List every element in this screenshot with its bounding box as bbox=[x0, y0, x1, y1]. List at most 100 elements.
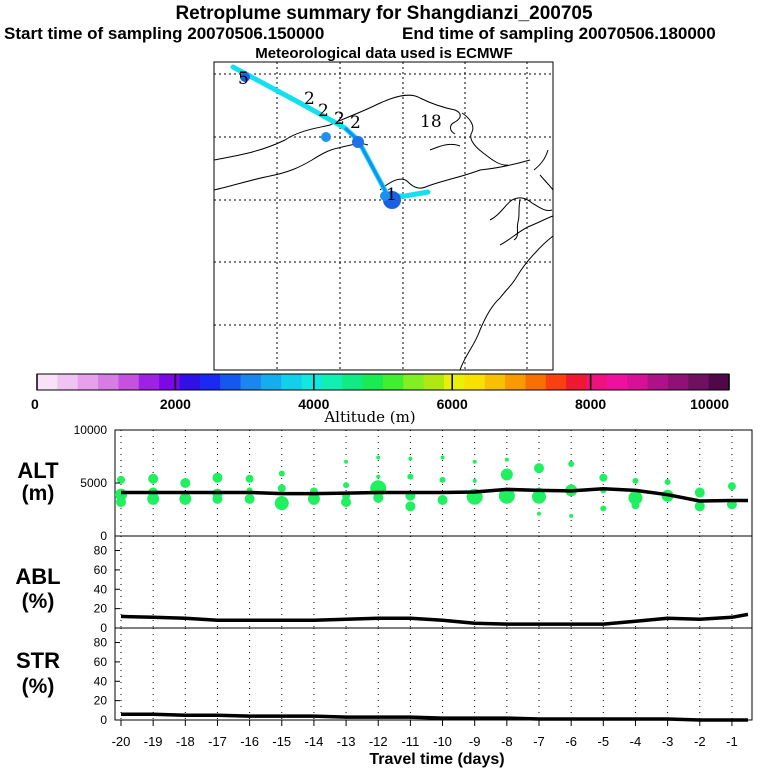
trajectory-marker bbox=[380, 191, 390, 201]
altitude-cluster-dot bbox=[274, 496, 289, 511]
y-tick-label: 0 bbox=[100, 621, 107, 635]
x-tick-label: -11 bbox=[401, 734, 419, 749]
x-tick-label: -1 bbox=[726, 734, 738, 749]
panel-labels: ALT (m) ABL (%) STR (%) bbox=[15, 458, 60, 698]
colorbar-cell bbox=[98, 374, 120, 390]
colorbar-cell bbox=[606, 374, 628, 390]
colorbar-cell bbox=[484, 374, 506, 390]
altitude-cluster-dot bbox=[600, 505, 607, 512]
x-tick-label: -18 bbox=[176, 734, 195, 749]
altitude-cluster-dot bbox=[664, 478, 671, 485]
altitude-cluster-dot bbox=[504, 457, 509, 462]
altitude-cluster-dot bbox=[180, 478, 191, 488]
abl-unit: (%) bbox=[22, 590, 55, 613]
x-tick-label: -19 bbox=[144, 734, 163, 749]
colorbar-cell bbox=[566, 374, 588, 390]
altitude-cluster-dot bbox=[179, 492, 192, 505]
colorbar-tick-label: 2000 bbox=[160, 396, 191, 412]
altitude-cluster-dot bbox=[245, 474, 254, 483]
x-tick-label: -8 bbox=[501, 734, 513, 749]
abl-panel-frame bbox=[114, 535, 753, 629]
altitude-cluster-dot bbox=[599, 473, 608, 482]
x-tick-label: -7 bbox=[533, 734, 545, 749]
map-label: 2 bbox=[334, 109, 345, 129]
altitude-cluster-dot bbox=[472, 478, 477, 483]
altitude-cluster-dot bbox=[307, 492, 320, 505]
x-tick-label: -3 bbox=[662, 734, 674, 749]
colorbar-cell bbox=[708, 374, 730, 390]
altitude-cluster-dot bbox=[500, 468, 513, 481]
map-labels: 5 2 2 2 2 18 1 bbox=[238, 69, 442, 205]
alt-panel-frame bbox=[114, 429, 753, 537]
x-tick-label: -10 bbox=[433, 734, 452, 749]
colorbar-cell bbox=[77, 374, 99, 390]
map-frame bbox=[213, 61, 554, 371]
x-tick-label: -15 bbox=[272, 734, 291, 749]
met-data-label: Meteorological data used is ECMWF bbox=[255, 45, 513, 62]
colorbar-cell bbox=[118, 374, 140, 390]
str-series-line bbox=[121, 712, 748, 722]
y-tick-label: 20 bbox=[94, 694, 108, 708]
y-tick-label: 0 bbox=[100, 529, 107, 543]
x-tick-label: -14 bbox=[305, 734, 324, 749]
colorbar-label: Altitude (m) bbox=[323, 408, 415, 426]
colorbar-cell bbox=[321, 374, 343, 390]
altitude-cluster-dot bbox=[405, 501, 416, 512]
alt-label: ALT bbox=[17, 458, 59, 483]
abl-series-line bbox=[120, 612, 749, 626]
altitude-cluster-dot bbox=[568, 460, 575, 467]
altitude-cluster-dot bbox=[343, 482, 350, 489]
colorbar-cell bbox=[464, 374, 486, 390]
map-label: 18 bbox=[420, 112, 442, 132]
colorbar-tick-label: 4000 bbox=[298, 396, 329, 412]
altitude-cluster-dot bbox=[277, 484, 286, 493]
x-tick-label: -2 bbox=[694, 734, 706, 749]
altitude-cluster-dot bbox=[472, 459, 477, 464]
colorbar-cell bbox=[383, 374, 404, 390]
colorbar: 0 2000 4000 6000 8000 10000 Altitude (m) bbox=[31, 373, 730, 426]
altitude-cluster-dot bbox=[440, 455, 445, 460]
alt-unit: (m) bbox=[22, 482, 55, 505]
altitude-cluster-dot bbox=[278, 470, 285, 477]
colorbar-cell bbox=[138, 374, 160, 390]
colorbar-cell bbox=[57, 374, 79, 390]
map-label: 5 bbox=[238, 69, 249, 89]
trajectory-marker bbox=[240, 72, 250, 82]
altitude-cluster-dot bbox=[694, 501, 705, 512]
altitude-cluster-dot bbox=[631, 501, 640, 510]
altitude-cluster-dot bbox=[376, 455, 381, 460]
y-tick-label: 20 bbox=[94, 602, 108, 616]
x-axis-label: Travel time (days) bbox=[369, 751, 504, 768]
altitude-cluster-dot bbox=[344, 459, 349, 464]
x-tick-label: -13 bbox=[337, 734, 356, 749]
altitude-cluster-dot bbox=[569, 513, 574, 518]
y-tick-label: 5000 bbox=[80, 476, 107, 490]
x-tick-label: -16 bbox=[240, 734, 259, 749]
altitude-cluster-dot bbox=[439, 476, 446, 483]
altitude-cluster-dot bbox=[694, 487, 705, 498]
x-tick-label: -17 bbox=[208, 734, 227, 749]
y-tick-label: 10000 bbox=[74, 423, 108, 437]
str-panel-frame bbox=[114, 627, 753, 721]
colorbar-cell bbox=[423, 374, 445, 390]
altitude-cluster-dot bbox=[632, 477, 639, 484]
y-tick-label: 80 bbox=[94, 636, 108, 650]
x-tick-label: -5 bbox=[598, 734, 610, 749]
chart-title: Retroplume summary for Shangdianzi_20070… bbox=[175, 3, 593, 24]
altitude-cluster-dot bbox=[117, 475, 125, 484]
altitude-cluster-dot bbox=[537, 511, 541, 516]
map-label: 1 bbox=[386, 185, 397, 205]
colorbar-cell bbox=[342, 374, 364, 390]
altitude-cluster-dot bbox=[116, 497, 126, 508]
trajectory-marker bbox=[321, 132, 331, 142]
map-panel: 5 2 2 2 2 18 1 bbox=[213, 61, 554, 371]
y-tick-label: 0 bbox=[100, 713, 107, 727]
colorbar-cell bbox=[220, 374, 242, 390]
end-time-label: End time of sampling 20070506.180000 bbox=[402, 24, 716, 43]
map-label: 2 bbox=[318, 101, 329, 121]
map-label: 2 bbox=[304, 89, 315, 109]
altitude-cluster-dot bbox=[727, 482, 736, 491]
colorbar-tick-label: 0 bbox=[31, 396, 39, 412]
colorbar-tick-label: 8000 bbox=[575, 396, 606, 412]
